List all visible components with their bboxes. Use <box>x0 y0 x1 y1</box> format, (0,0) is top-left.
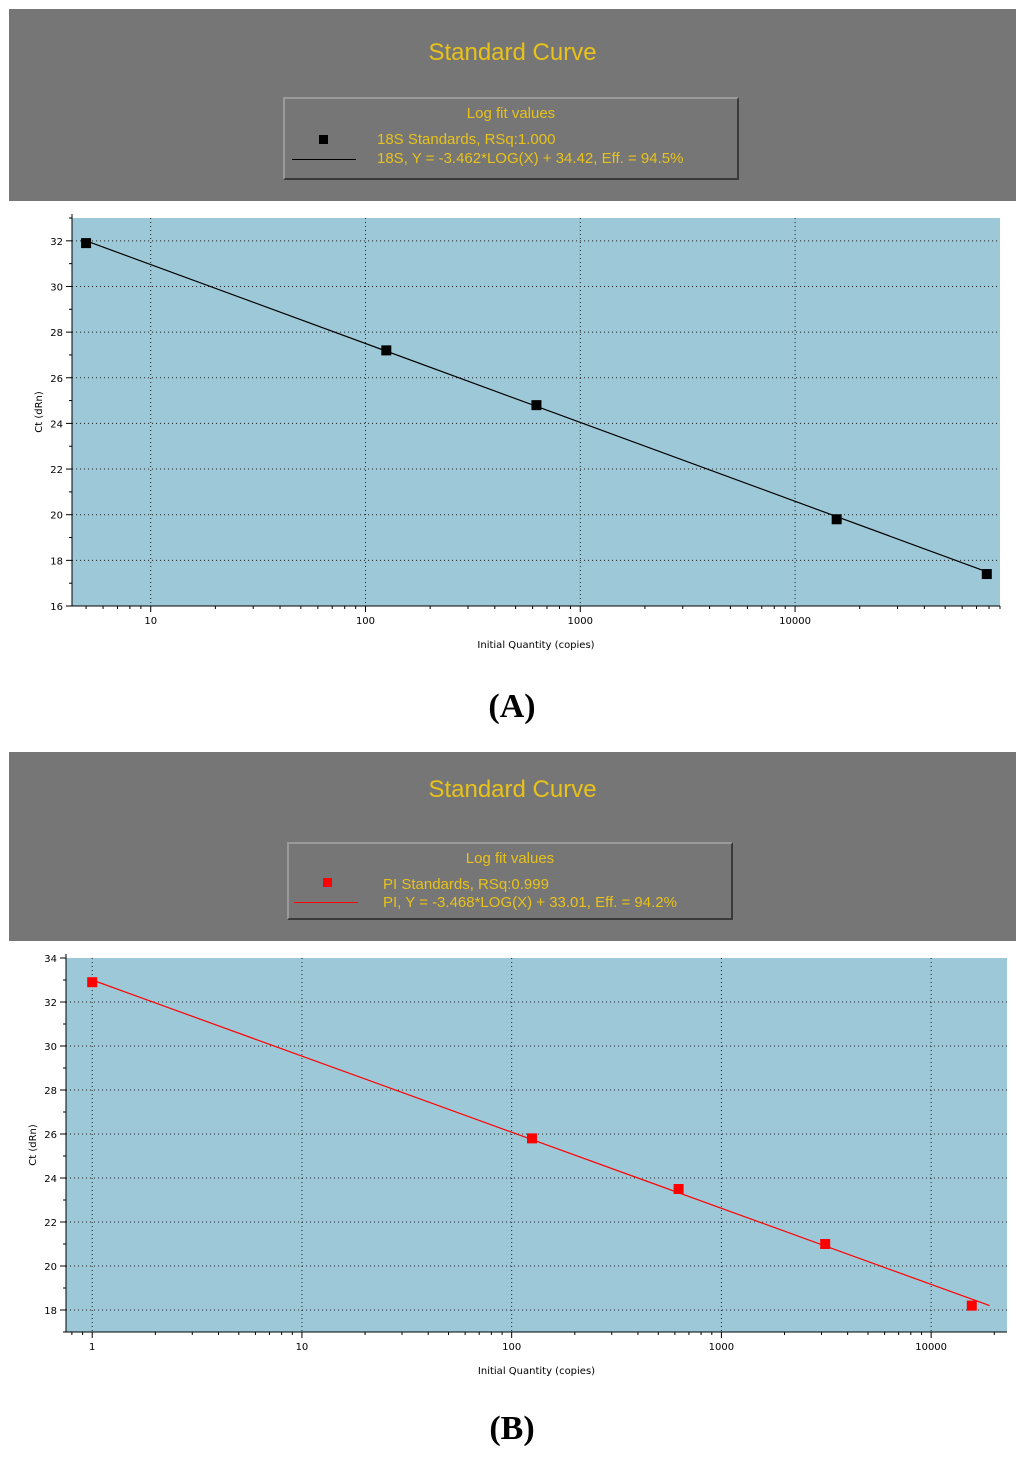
chart-b-legend-fit-label: PI, Y = -3.468*LOG(X) + 33.01, Eff. = 94… <box>383 894 677 911</box>
chart-a-legend-fit-label: 18S, Y = -3.462*LOG(X) + 34.42, Eff. = 9… <box>377 150 684 167</box>
chart-b-data-point <box>526 1133 537 1144</box>
chart-b-legend-series-label: PI Standards, RSq:0.999 <box>383 876 549 893</box>
caption-b: (B) <box>489 1410 535 1447</box>
chart-a-header: Standard Curve Log fit values 18S Standa… <box>9 9 1016 201</box>
chart-b-fit-line <box>91 979 990 1307</box>
chart-b-y-tick-label: 30 <box>44 1042 57 1053</box>
chart-b-legend-line-icon <box>294 902 358 903</box>
chart-a-y-tick-label: 30 <box>50 282 63 293</box>
chart-b-title: Standard Curve <box>428 776 597 803</box>
chart-a-title: Standard Curve <box>428 39 597 66</box>
chart-a-x-tick-label: 10000 <box>779 616 811 627</box>
chart-b-y-tick-label: 26 <box>44 1130 57 1141</box>
chart-b-x-tick-label: 1000 <box>709 1342 734 1353</box>
chart-b-y-tick-label: 22 <box>44 1218 57 1229</box>
chart-a-y-tick-label: 32 <box>50 237 63 248</box>
chart-b-data-point <box>966 1300 977 1311</box>
chart-b-x-tick-label: 1 <box>89 1342 95 1353</box>
chart-a-legend-series-label: 18S Standards, RSq:1.000 <box>377 131 556 148</box>
chart-b-y-tick-label: 18 <box>44 1306 57 1317</box>
chart-a-data-point <box>981 569 992 580</box>
chart-b-data-point <box>673 1184 684 1194</box>
chart-a-y-tick-label: 20 <box>50 511 63 522</box>
chart-a-y-tick-label: 22 <box>50 465 63 476</box>
chart-a-y-tick-label: 16 <box>50 602 63 613</box>
chart-a-y-axis-title: Ct (dRn) <box>34 391 45 433</box>
chart-a-legend-title: Log fit values <box>466 105 556 122</box>
chart-b-y-tick-label: 34 <box>44 954 57 965</box>
caption-a: (A) <box>488 688 536 725</box>
chart-a-x-tick-label: 100 <box>356 616 375 627</box>
chart-b-header: Standard Curve Log fit values PI Standar… <box>9 752 1016 941</box>
chart-b-legend: Log fit values PI Standards, RSq:0.999 P… <box>287 842 733 920</box>
chart-a-x-tick-label: 10 <box>144 616 157 627</box>
chart-a-data-point <box>831 514 842 525</box>
chart-a-plot-area <box>72 218 1000 606</box>
chart-b-legend-title: Log fit values <box>465 850 555 867</box>
chart-b-x-axis-title: Initial Quantity (copies) <box>478 1366 595 1377</box>
chart-a-data-point <box>381 345 392 356</box>
chart-b-legend-marker-icon <box>323 878 332 887</box>
chart-a-x-tick-label: 1000 <box>568 616 593 627</box>
chart-b-x-tick-label: 10 <box>296 1342 309 1353</box>
chart-b-y-tick-label: 20 <box>44 1262 57 1273</box>
chart-a-y-tick-label: 18 <box>50 556 63 567</box>
chart-a-data-point <box>531 400 542 411</box>
chart-a-y-tick-label: 24 <box>50 419 63 430</box>
chart-b-y-tick-label: 32 <box>44 998 57 1009</box>
chart-a-y-tick-label: 28 <box>50 328 63 339</box>
chart-b-plot: 1 10 100 1000 10000 18 20 22 24 26 28 30 32 34 Initial… <box>28 954 1007 1377</box>
chart-a-x-axis-title: Initial Quantity (copies) <box>477 640 594 651</box>
chart-b-x-tick-label: 10000 <box>915 1342 947 1353</box>
chart-a-legend-line-icon <box>292 159 356 160</box>
chart-a-legend: Log fit values 18S Standards, RSq:1.000 … <box>283 97 739 180</box>
chart-a-y-tick-label: 26 <box>50 374 63 385</box>
chart-a-plot: 10 100 1000 10000 16 18 20 22 24 26 28 30 32 Initial … <box>34 214 1001 651</box>
chart-a-data-point <box>81 238 92 249</box>
chart-b-x-tick-label: 100 <box>502 1342 521 1353</box>
chart-b-y-axis-title: Ct (dRn) <box>28 1124 39 1166</box>
chart-b-data-point <box>87 977 98 988</box>
chart-a-legend-marker-icon <box>319 135 328 144</box>
chart-b-y-tick-label: 28 <box>44 1086 57 1097</box>
chart-b-plot-area <box>66 958 1007 1332</box>
chart-b-data-point <box>820 1239 831 1249</box>
chart-b-y-tick-label: 24 <box>44 1174 57 1185</box>
